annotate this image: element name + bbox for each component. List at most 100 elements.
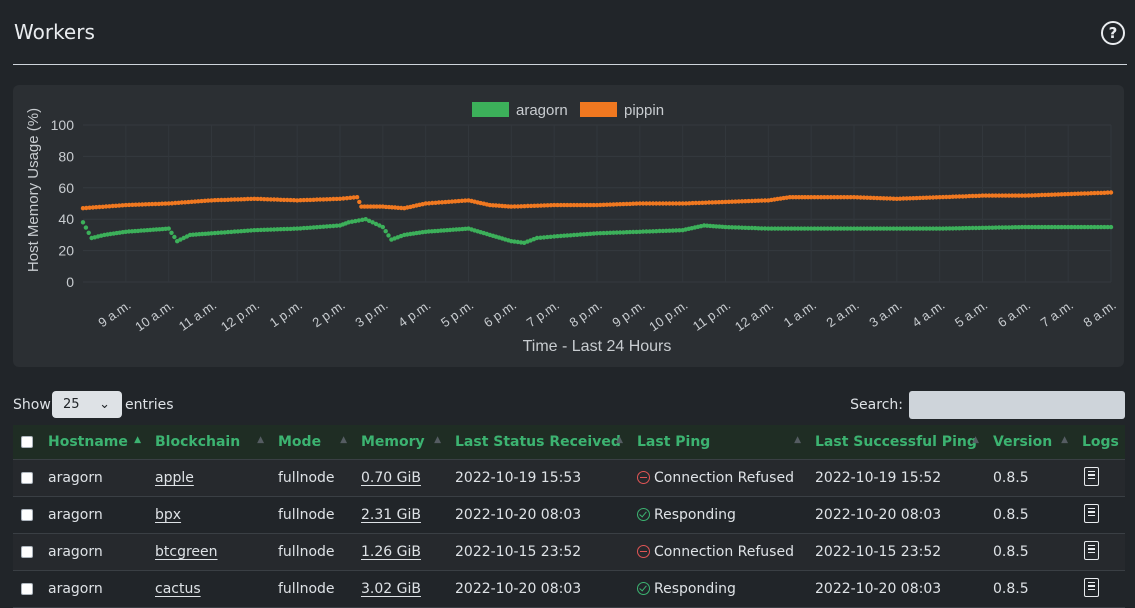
data-point <box>818 195 824 200</box>
memory-link[interactable]: 0.70 GiB <box>361 470 421 486</box>
x-tick-label: 3 a.m. <box>866 297 904 330</box>
page-size-select[interactable]: 25 ⌄ <box>52 391 122 418</box>
data-point <box>828 195 834 200</box>
data-point <box>868 226 873 231</box>
data-point <box>670 228 675 233</box>
col-last-status[interactable]: Last Status Received ▲ <box>447 425 629 460</box>
data-point <box>1046 224 1051 230</box>
blockchain-link[interactable]: apple <box>155 470 194 486</box>
logs-icon[interactable] <box>1084 466 1099 486</box>
col-blockchain[interactable]: Blockchain ▲​ <box>147 425 270 460</box>
data-point <box>341 196 346 201</box>
select-all-checkbox[interactable] <box>21 436 33 448</box>
sort-icon: ▲ <box>972 435 979 445</box>
data-point <box>904 196 909 201</box>
data-point <box>463 198 468 203</box>
blockchain-link[interactable]: btcgreen <box>155 544 218 560</box>
data-point <box>825 226 830 231</box>
col-mode[interactable]: Mode ▲ <box>270 425 353 460</box>
data-point <box>957 194 962 199</box>
data-point <box>1059 224 1064 230</box>
data-point <box>924 226 929 231</box>
data-point <box>509 204 514 209</box>
memory-cell: 1.26 GiB <box>353 533 447 571</box>
ping-text: Connection Refused <box>654 544 794 560</box>
data-point <box>759 198 764 203</box>
row-checkbox-cell[interactable] <box>13 459 40 497</box>
data-point <box>308 197 313 203</box>
data-point <box>1006 193 1012 198</box>
data-point <box>963 225 969 231</box>
data-point <box>578 202 583 208</box>
data-point <box>891 196 896 201</box>
data-point <box>245 196 250 202</box>
data-point <box>591 202 596 208</box>
row-checkbox-cell[interactable] <box>13 496 40 534</box>
data-point <box>809 195 814 200</box>
data-point <box>298 226 303 231</box>
col-last-successful-ping[interactable]: Last Successful Ping ▲ <box>807 425 985 460</box>
data-point <box>331 223 336 229</box>
series-pippin <box>80 190 1114 211</box>
col-memory[interactable]: Memory ▲ <box>353 425 447 460</box>
data-point <box>558 233 563 239</box>
col-hostname[interactable]: Hostname ▲ <box>40 425 147 460</box>
row-checkbox[interactable] <box>21 583 33 595</box>
show-label: Show <box>13 397 51 413</box>
select-all-checkbox-cell[interactable] <box>13 425 40 460</box>
row-checkbox-cell[interactable] <box>13 533 40 571</box>
data-point <box>845 195 850 200</box>
data-point <box>881 196 886 201</box>
data-point <box>726 199 731 204</box>
data-point <box>914 195 919 201</box>
data-point <box>851 195 857 200</box>
data-point <box>901 226 906 231</box>
data-point <box>608 202 613 207</box>
data-point <box>1049 224 1054 230</box>
logs-icon[interactable] <box>1084 503 1099 523</box>
data-point <box>1082 224 1087 230</box>
data-point <box>983 193 988 198</box>
legend-label-pippin: pippin <box>624 102 664 119</box>
row-checkbox[interactable] <box>21 546 33 558</box>
data-point <box>743 225 748 230</box>
data-point <box>753 225 758 231</box>
data-point <box>555 202 560 208</box>
blockchain-link[interactable]: bpx <box>155 507 182 523</box>
memory-link[interactable]: 3.02 GiB <box>361 581 421 597</box>
data-point <box>739 225 745 230</box>
data-point <box>245 228 250 233</box>
row-checkbox[interactable] <box>21 472 33 484</box>
data-point <box>172 234 177 240</box>
data-point <box>660 228 666 234</box>
data-point <box>373 221 379 227</box>
data-point <box>344 196 350 201</box>
data-point <box>295 198 300 203</box>
search-input[interactable] <box>909 391 1125 419</box>
last-success-cell: 2022-10-20 08:03 <box>807 570 985 608</box>
data-point <box>617 202 623 207</box>
x-tick-label: 8 p.m. <box>567 297 605 330</box>
data-point <box>680 201 685 206</box>
question-circle-icon[interactable]: ? <box>1101 21 1125 45</box>
row-checkbox-cell[interactable] <box>13 570 40 608</box>
logs-icon[interactable] <box>1084 540 1099 560</box>
data-point <box>1026 193 1031 198</box>
memory-link[interactable]: 2.31 GiB <box>361 507 421 523</box>
data-point <box>219 230 224 235</box>
col-version[interactable]: Version ▲ <box>985 425 1074 460</box>
data-point <box>446 199 451 204</box>
data-point <box>534 235 540 241</box>
row-checkbox[interactable] <box>21 509 33 521</box>
col-last-ping[interactable]: Last Ping ▲ <box>629 425 807 460</box>
data-point <box>327 224 333 229</box>
data-point <box>153 201 158 207</box>
logs-icon[interactable] <box>1084 577 1099 597</box>
memory-link[interactable]: 1.26 GiB <box>361 544 421 560</box>
data-point <box>851 226 857 231</box>
data-point <box>690 200 695 206</box>
data-point <box>762 226 768 231</box>
data-point <box>255 227 260 233</box>
hostname-cell: aragorn <box>40 459 147 497</box>
blockchain-link[interactable]: cactus <box>155 581 201 597</box>
